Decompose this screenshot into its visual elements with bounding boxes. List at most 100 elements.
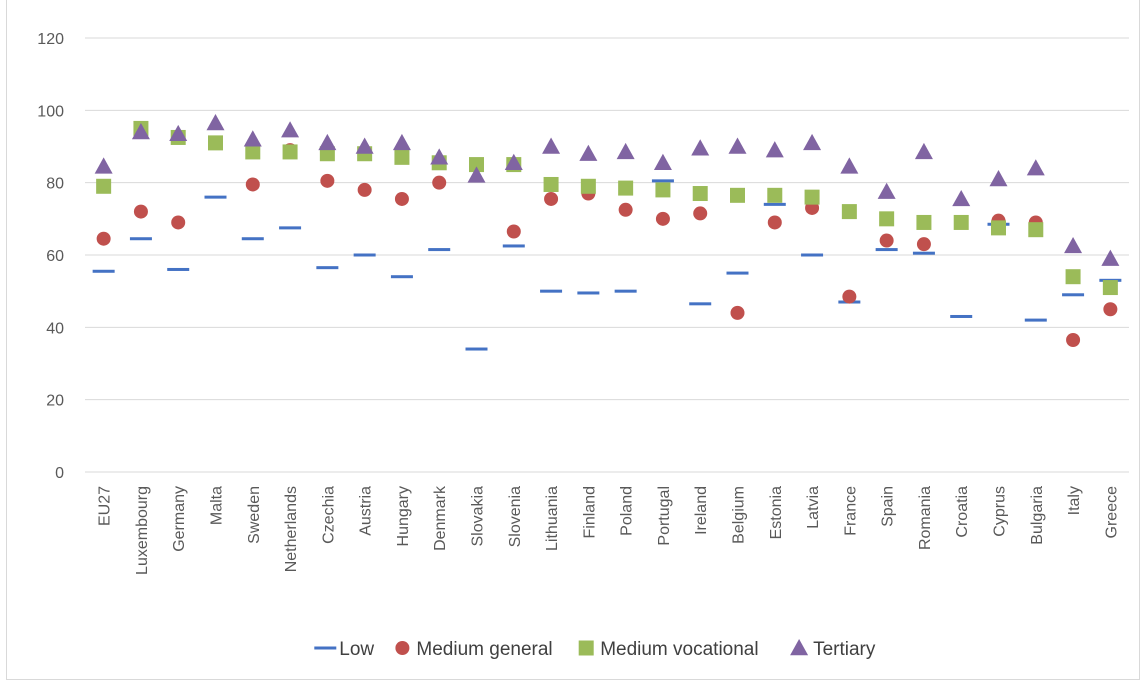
tertiary-point (579, 144, 598, 161)
medium-vocational-point (618, 180, 634, 196)
legend-item-medium-general: Medium general (395, 639, 553, 660)
tertiary-point (914, 142, 933, 160)
y-tick-label: 0 (55, 465, 64, 482)
tertiary-point (504, 153, 523, 170)
medium-general-point (357, 182, 372, 197)
low-point (465, 347, 488, 351)
tertiary-point (542, 137, 561, 154)
low-point (167, 267, 190, 271)
low-point (92, 269, 115, 273)
medium-general-point (730, 305, 745, 320)
medium-general-point (394, 191, 409, 206)
medium-vocational-point (767, 187, 783, 203)
y-tick-label: 120 (37, 31, 64, 48)
medium-vocational-point (580, 178, 596, 194)
low-point (204, 195, 227, 199)
x-tick-label: Croatia (954, 486, 971, 538)
medium-general-point (1066, 332, 1081, 347)
tertiary-point (206, 113, 225, 131)
x-tick-label: Hungary (395, 486, 412, 546)
medium-vocational-point (655, 182, 671, 198)
low-point (316, 266, 339, 270)
legend-label-low: Low (339, 639, 374, 660)
medium-vocational-point (692, 186, 708, 202)
x-tick-label: Romania (917, 486, 934, 550)
medium-vocational-point (1102, 280, 1118, 296)
low-point (428, 248, 451, 252)
x-tick-label: Lithuania (544, 486, 561, 551)
tertiary-point (169, 124, 188, 142)
low-point (763, 202, 786, 206)
low-point (502, 244, 525, 248)
medium-vocational-point (543, 176, 559, 192)
x-tick-label: Finland (581, 486, 598, 538)
gridlines (85, 37, 1129, 473)
x-tick-label: Malta (209, 486, 226, 525)
x-tick-label: Luxembourg (134, 486, 151, 575)
medium-vocational-point (394, 149, 410, 165)
x-tick-label: Ireland (693, 486, 710, 535)
medium-general-point (916, 237, 931, 252)
y-tick-label: 60 (46, 248, 64, 265)
tertiary-point (877, 182, 896, 199)
x-tick-label: Latvia (805, 486, 822, 529)
x-tick-label: Belgium (731, 486, 748, 544)
tertiary-point (1026, 159, 1045, 176)
x-tick-label: Austria (358, 486, 375, 536)
low-point (875, 248, 898, 252)
legend-label-medium-general: Medium general (416, 639, 552, 660)
low-point (726, 271, 749, 275)
medium-vocational-point (916, 214, 932, 230)
x-tick-label: Bulgaria (1029, 486, 1046, 545)
medium-general-point (96, 231, 111, 246)
medium-vocational-point (1065, 269, 1081, 285)
low-point (241, 237, 264, 241)
medium-general-point (245, 177, 260, 192)
tertiary-point (318, 133, 337, 151)
tertiary-point (392, 133, 411, 151)
medium-general-point (767, 215, 782, 230)
low-point (279, 226, 302, 230)
legend-item-low: Low (314, 639, 374, 660)
low-point (1062, 293, 1085, 297)
medium-vocational-point (991, 220, 1006, 236)
medium-general-point (506, 224, 521, 239)
x-tick-label: Greece (1103, 486, 1120, 539)
low-point (801, 253, 824, 257)
tertiary-point (94, 157, 113, 174)
tertiary-point (616, 142, 635, 160)
tertiary-point (467, 166, 486, 183)
low-point (390, 275, 413, 279)
medium-vocational-point (96, 178, 112, 194)
x-tick-label: Germany (171, 486, 188, 552)
low-point (614, 289, 637, 293)
x-tick-label: Spain (880, 486, 897, 527)
chart-frame: 0 20 40 60 80 100 120 EU27 Luxembourg Germany Mal… (6, 0, 1140, 680)
low-point (912, 251, 935, 255)
medium-vocational-point (953, 214, 969, 230)
medium-general-point (544, 191, 559, 206)
medium-vocational-point (804, 189, 820, 205)
legend-marker-medium-general (395, 641, 410, 655)
low-point (353, 253, 376, 257)
y-tick-label: 100 (37, 103, 64, 120)
x-tick-label: Slovakia (470, 486, 487, 547)
legend: Low Medium general Medium vocational Tertia… (314, 639, 876, 660)
x-tick-label: France (842, 486, 859, 536)
tertiary-point (243, 130, 262, 147)
x-tick-label: Slovenia (507, 486, 524, 547)
legend-label-tertiary: Tertiary (813, 639, 876, 660)
legend-marker-low (314, 646, 337, 650)
tertiary-point (1101, 249, 1120, 266)
low-point (651, 179, 674, 183)
tertiary-point (803, 133, 822, 151)
tertiary-point (728, 137, 747, 154)
tertiary-point (1064, 236, 1083, 254)
medium-vocational-point (879, 211, 895, 227)
medium-vocational-point (730, 187, 745, 203)
x-axis: EU27 Luxembourg Germany Malta Sweden Netherla… (85, 471, 1129, 575)
low-point (950, 314, 973, 318)
low-point (540, 289, 563, 293)
x-tick-label: Estonia (768, 486, 785, 539)
medium-vocational-point (469, 157, 484, 173)
